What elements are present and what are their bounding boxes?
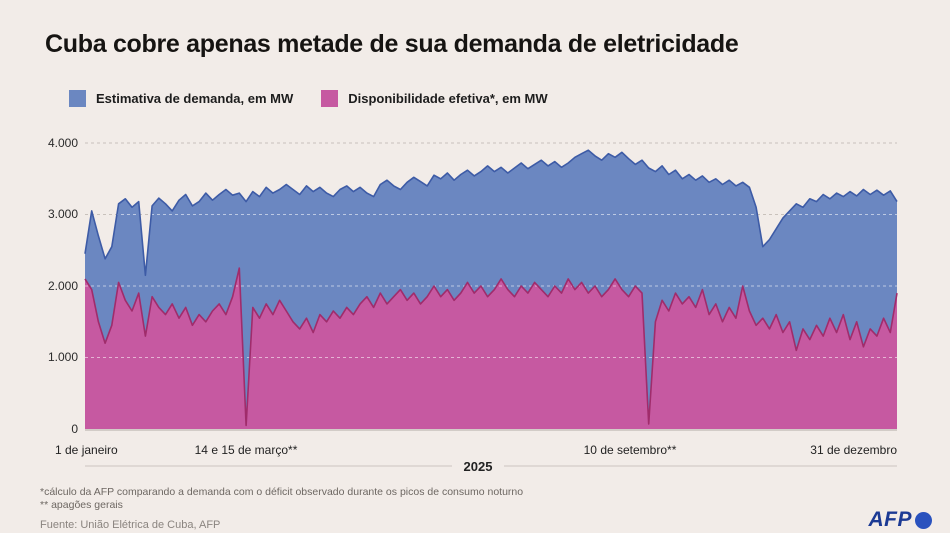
x-label-march: 14 e 15 de março**	[194, 443, 298, 457]
afp-logo: AFP	[868, 508, 932, 532]
y-tick-0: 0	[71, 422, 78, 436]
x-label-september: 10 de setembro**	[583, 443, 677, 457]
source-credit: Fuente: União Elétrica de Cuba, AFP	[40, 519, 221, 531]
y-tick-2000: 2.000	[47, 279, 78, 293]
footnote-calculation: *cálculo da AFP comparando a demanda com…	[40, 486, 524, 498]
legend-item-demand: Estimativa de demanda, em MW	[69, 90, 293, 107]
page-title: Cuba cobre apenas metade de sua demanda …	[45, 30, 739, 58]
x-label-december: 31 de dezembro	[810, 443, 897, 457]
y-tick-1000: 1.000	[47, 350, 78, 364]
legend-label-availability: Disponibilidade efetiva*, em MW	[348, 91, 548, 106]
legend-item-availability: Disponibilidade efetiva*, em MW	[321, 90, 548, 107]
y-tick-4000: 4.000	[47, 136, 78, 150]
x-axis-year-label: 2025	[463, 459, 493, 474]
y-tick-3000: 3.000	[47, 207, 78, 221]
footnotes: *cálculo da AFP comparando a demanda com…	[40, 486, 523, 512]
afp-logo-text: AFP	[868, 508, 912, 531]
footnote-blackouts: ** apagões gerais	[40, 499, 123, 511]
availability-swatch-icon	[321, 90, 339, 107]
x-label-january: 1 de janeiro	[55, 443, 118, 457]
demand-swatch-icon	[69, 90, 86, 107]
legend-label-demand: Estimativa de demanda, em MW	[96, 91, 294, 106]
chart-legend: Estimativa de demanda, em MW Disponibili…	[69, 90, 548, 107]
afp-logo-dot-icon	[915, 511, 932, 529]
